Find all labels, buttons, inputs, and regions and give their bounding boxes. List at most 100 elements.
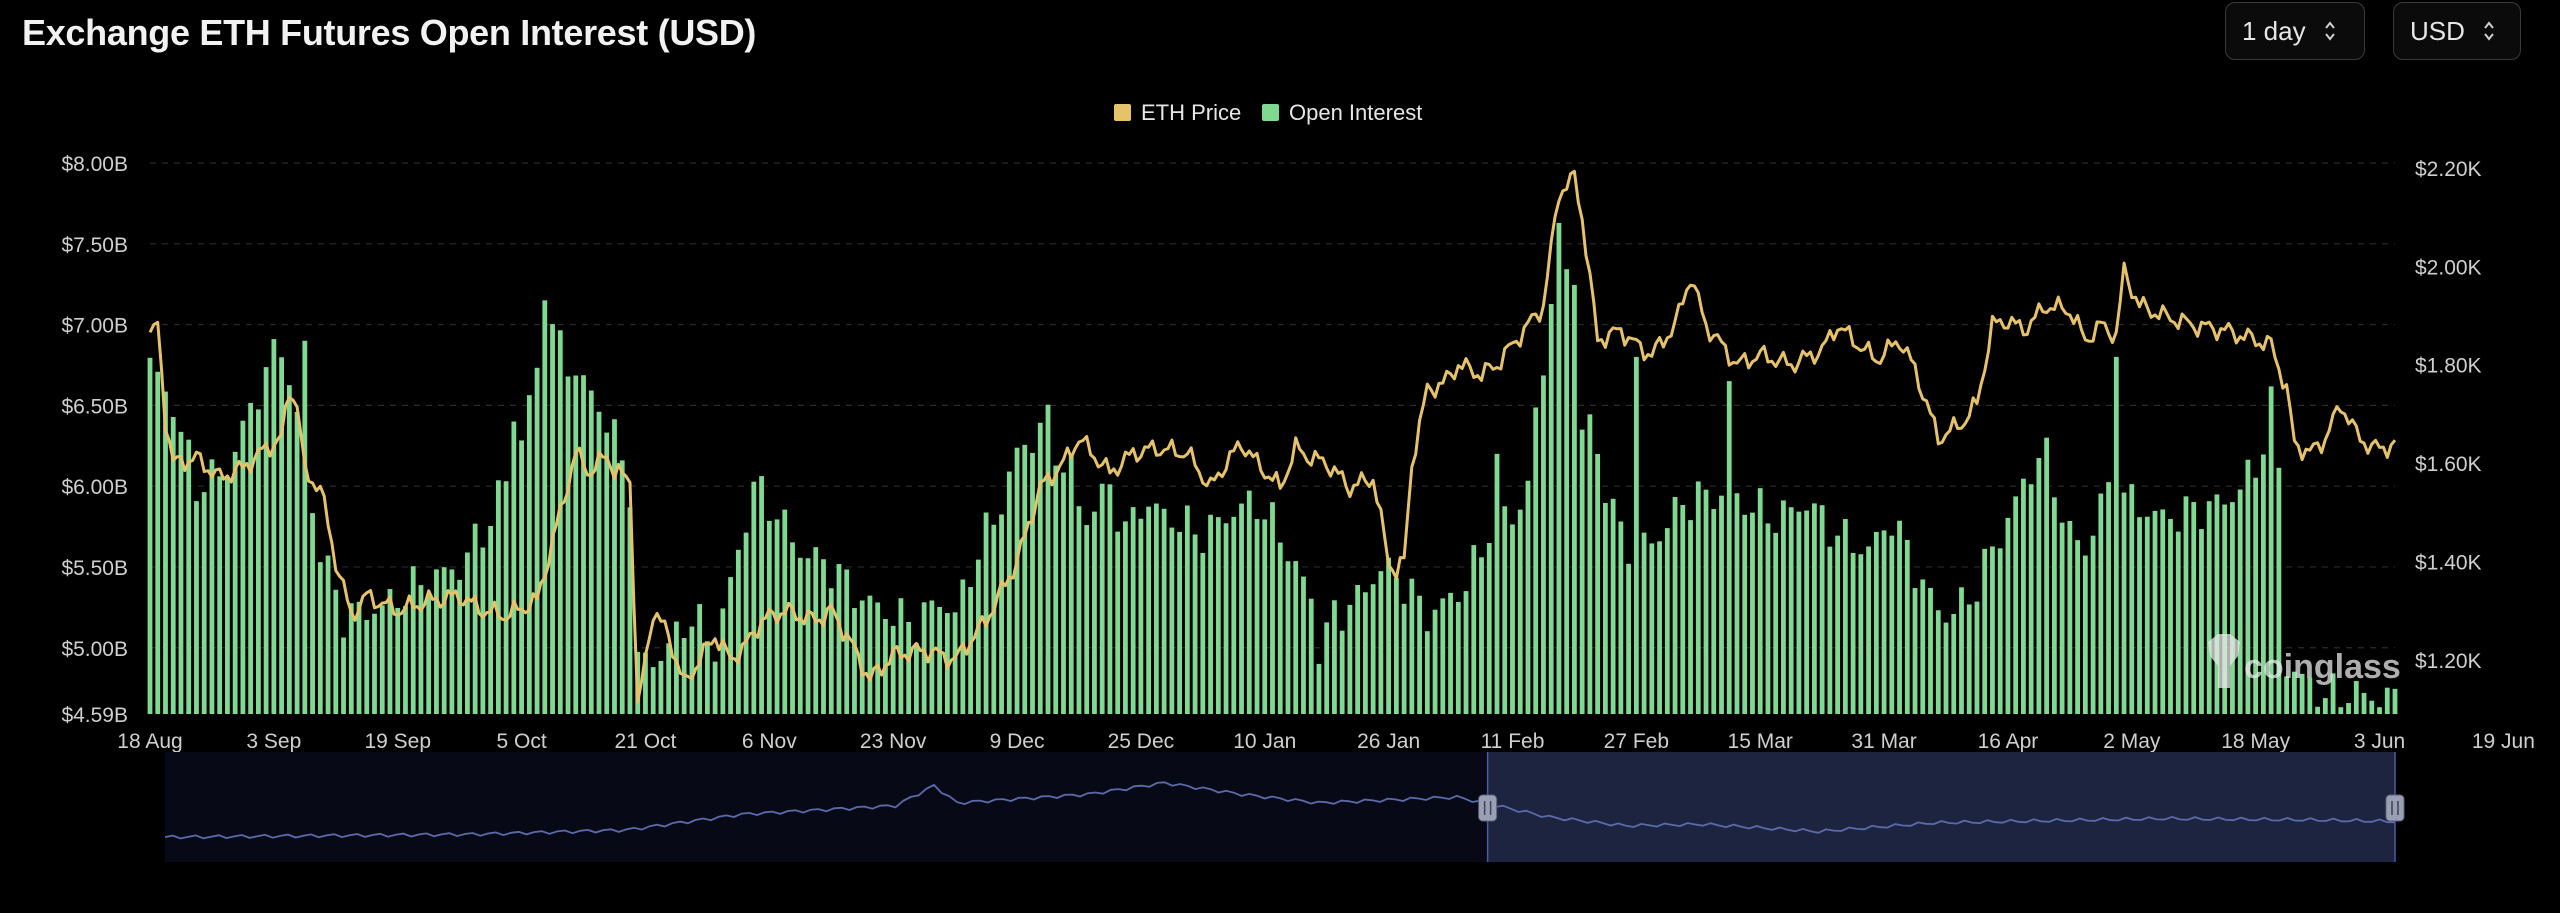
- oi-bar: [1873, 531, 1879, 714]
- oi-bar: [1099, 483, 1105, 714]
- oi-bar: [1765, 523, 1771, 714]
- navigator-handle-right[interactable]: [2385, 752, 2405, 862]
- oi-bar: [1378, 571, 1384, 714]
- oi-bar: [1695, 481, 1701, 714]
- oi-bar: [2028, 484, 2034, 714]
- currency-select-value: USD: [2410, 15, 2465, 46]
- oi-bar: [1726, 381, 1732, 714]
- oi-bar: [1502, 506, 1508, 714]
- oi-bar: [921, 602, 927, 714]
- oi-bar: [1719, 495, 1724, 714]
- oi-bar: [906, 622, 912, 714]
- oi-bar: [1262, 519, 1268, 714]
- interval-select[interactable]: 1 day: [2225, 2, 2365, 60]
- oi-bar: [294, 411, 300, 714]
- oi-bar: [2230, 502, 2235, 714]
- oi-bar: [2315, 706, 2320, 714]
- oi-bar: [743, 532, 749, 714]
- oi-bar: [2098, 493, 2104, 714]
- oi-bar: [1068, 453, 1074, 714]
- oi-bar: [348, 603, 354, 714]
- oi-bar: [2160, 509, 2166, 714]
- oi-bar: [2044, 437, 2050, 714]
- oi-bar: [1053, 465, 1059, 714]
- oi-bar: [1169, 527, 1175, 714]
- navigator-selected-window: [1487, 752, 2395, 862]
- oi-bar: [759, 476, 764, 714]
- oi-bar: [2353, 681, 2359, 714]
- oi-bar: [2129, 484, 2135, 714]
- oi-bar: [1850, 552, 1856, 714]
- oi-bar: [704, 641, 710, 714]
- oi-bar: [805, 558, 811, 714]
- oi-bar: [1548, 304, 1554, 714]
- oi-bar: [225, 478, 230, 714]
- oi-bar: [1881, 530, 1887, 714]
- oi-bar: [2291, 671, 2297, 714]
- oi-bar: [751, 481, 757, 714]
- x-tick-label: 3 Sep: [246, 730, 301, 753]
- oi-bar: [2237, 489, 2243, 714]
- oi-bar: [2191, 502, 2197, 714]
- oi-bar: [2199, 529, 2204, 714]
- left-tick-label: $7.00B: [61, 315, 128, 338]
- oi-bar: [1332, 600, 1337, 714]
- oi-bar: [1804, 510, 1810, 714]
- x-tick-label: 27 Feb: [1604, 730, 1669, 753]
- oi-bar: [1734, 493, 1740, 714]
- oi-bar: [2075, 540, 2081, 714]
- oi-bar: [163, 391, 168, 714]
- oi-bar: [852, 608, 857, 714]
- oi-bar: [689, 626, 695, 714]
- legend-swatch-eth-price: [1114, 104, 1131, 121]
- oi-bar: [1153, 503, 1159, 714]
- oi-bar: [2175, 531, 2181, 714]
- oi-bar: [1324, 622, 1330, 714]
- oi-bar: [2338, 707, 2344, 714]
- oi-bar: [209, 459, 215, 714]
- legend-item-open-interest[interactable]: Open Interest: [1262, 100, 1422, 125]
- oi-bar: [1339, 630, 1345, 714]
- x-tick-label: 3 Jun: [2354, 730, 2405, 753]
- right-tick-label: $1.80K: [2415, 355, 2482, 378]
- oi-bar: [1935, 610, 1941, 714]
- legend-item-eth-price[interactable]: ETH Price: [1114, 100, 1241, 125]
- x-tick-label: 21 Oct: [615, 730, 677, 753]
- oi-bar: [1572, 284, 1577, 714]
- oi-bar: [1773, 532, 1779, 714]
- oi-bar: [1703, 489, 1709, 714]
- oi-bar: [1061, 472, 1066, 714]
- oi-bar: [426, 595, 432, 714]
- x-tick-label: 31 Mar: [1851, 730, 1916, 753]
- oi-bar: [217, 476, 223, 714]
- oi-bar: [1587, 414, 1593, 714]
- oi-bar: [1858, 554, 1864, 714]
- oi-bar: [550, 324, 555, 714]
- page-title: Exchange ETH Futures Open Interest (USD): [22, 12, 757, 53]
- oi-bar: [890, 625, 896, 714]
- oi-bar: [1200, 552, 1206, 714]
- legend-swatch-open-interest: [1262, 104, 1279, 121]
- oi-bar: [836, 564, 842, 714]
- oi-bar: [1432, 609, 1438, 714]
- x-tick-label: 26 Jan: [1357, 730, 1420, 753]
- oi-bar: [2183, 496, 2189, 714]
- oi-bar: [2214, 494, 2220, 714]
- navigator[interactable]: [164, 752, 2405, 862]
- oi-bar: [766, 520, 772, 714]
- oi-bar: [720, 608, 726, 714]
- oi-bar: [1510, 524, 1515, 714]
- oi-bar: [2168, 518, 2173, 714]
- oi-bar: [1602, 502, 1608, 714]
- right-axis-ticks: $2.20K $2.00K $1.80K $1.60K $1.40K $1.20K: [2415, 158, 2482, 673]
- navigator-handle-left[interactable]: [1478, 752, 1498, 862]
- currency-select[interactable]: USD: [2393, 2, 2521, 60]
- oi-bar: [495, 480, 501, 714]
- oi-bar: [2067, 520, 2073, 714]
- oi-bar: [1750, 512, 1755, 714]
- x-tick-label: 2 May: [2103, 730, 2161, 753]
- oi-bar: [1649, 543, 1655, 714]
- oi-bar: [975, 559, 981, 714]
- oi-bar: [674, 621, 679, 714]
